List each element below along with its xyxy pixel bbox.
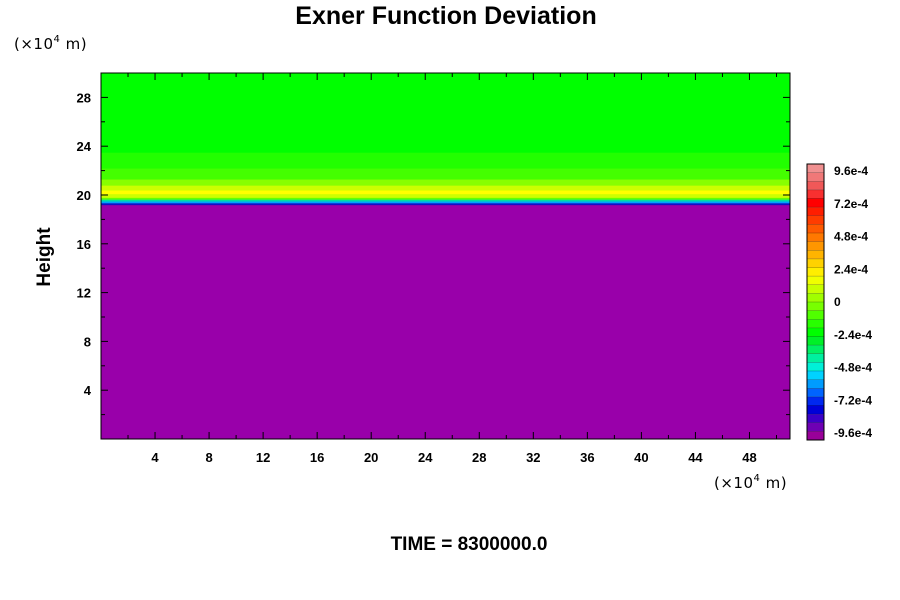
plot-frame	[100, 72, 791, 440]
colorbar-segment	[807, 241, 824, 251]
colorbar-segment	[807, 293, 824, 302]
colorbar-segment	[807, 336, 824, 346]
y-tick-label: 20	[77, 188, 91, 203]
colorbar-segment	[807, 396, 824, 406]
colorbar-segment	[807, 422, 824, 432]
x-axis: 4 8 12 16 20 24 28 32 36 40 44 48	[127, 73, 777, 465]
colorbar-tick-label: 0	[834, 295, 841, 309]
colorbar-segment	[807, 198, 824, 208]
colorbar-segment	[807, 371, 824, 380]
colorbar-segment	[807, 327, 824, 337]
y-axis-label: Height	[34, 227, 55, 287]
y-axis: 4 8 12 16 20 24 28	[77, 90, 790, 416]
y-tick-label: 24	[77, 139, 92, 154]
colorbar-segment	[807, 310, 824, 320]
y-tick-label: 16	[77, 237, 91, 252]
contour-band-7	[101, 185, 790, 191]
colorbar-segment	[807, 276, 824, 285]
x-tick-label: 44	[688, 450, 703, 465]
colorbar-segment	[807, 405, 824, 415]
contour-band-5	[101, 193, 790, 198]
y-tick-label: 12	[77, 286, 91, 301]
colorbar-segment	[807, 215, 824, 225]
y-tick-label: 4	[84, 383, 92, 398]
colorbar-tick-label: 2.4e-4	[834, 262, 868, 276]
contour-band-6	[101, 190, 790, 195]
colorbar-segment	[807, 353, 824, 363]
x-tick-label: 28	[472, 450, 486, 465]
colorbar-tick-label: -9.6e-4	[834, 426, 872, 440]
colorbar-tick-label: -2.4e-4	[834, 328, 872, 342]
colorbar-segment	[807, 224, 824, 233]
x-tick-label: 16	[310, 450, 324, 465]
colorbar-segment	[807, 207, 824, 216]
colorbar-segment	[807, 250, 824, 259]
colorbar-tick-label: 4.8e-4	[834, 230, 868, 244]
x-tick-label: 20	[364, 450, 378, 465]
y-tick-label: 8	[84, 334, 91, 349]
colorbar-segment	[807, 258, 824, 268]
colorbar-segment	[807, 431, 824, 440]
x-tick-label: 4	[151, 450, 159, 465]
x-tick-label: 24	[418, 450, 433, 465]
colorbar-tick-label: 7.2e-4	[834, 197, 868, 211]
contour-band-1	[101, 202, 790, 206]
colorbar-segment	[807, 233, 824, 242]
x-tick-label: 32	[526, 450, 540, 465]
colorbar-segment	[807, 164, 824, 173]
x-axis-unit: (×104 m)	[714, 473, 787, 492]
contour-band-11	[101, 73, 790, 153]
x-tick-label: 40	[634, 450, 648, 465]
x-tick-label: 12	[256, 450, 270, 465]
colorbar-segment	[807, 267, 824, 277]
colorbar-segment	[807, 388, 824, 397]
colorbar-segment	[807, 379, 824, 389]
colorbar-tick-label: -7.2e-4	[834, 393, 872, 407]
plot-area	[100, 72, 791, 440]
y-tick-label: 28	[77, 90, 91, 105]
contour-band-0	[101, 204, 790, 440]
colorbar-frame	[806, 163, 825, 441]
colorbar-segment	[807, 189, 824, 199]
colorbar: 9.6e-4 7.2e-4 4.8e-4 2.4e-4 0 -2.4e-4 -4.8e-4 -…	[806, 163, 872, 441]
colorbar-segment	[807, 319, 824, 328]
colorbar-segment	[807, 345, 824, 354]
colorbar-segment	[807, 284, 824, 294]
x-tick-label: 36	[580, 450, 594, 465]
x-tick-label: 48	[742, 450, 756, 465]
contour-band-8	[101, 179, 790, 186]
colorbar-segment	[807, 414, 824, 423]
colorbar-segment	[807, 302, 824, 311]
y-axis-unit: (×104 m)	[14, 34, 87, 53]
contour-band-2	[101, 201, 790, 204]
x-tick-label: 8	[205, 450, 212, 465]
colorbar-tick-label: -4.8e-4	[834, 361, 872, 375]
chart-title: Exner Function Deviation	[295, 2, 596, 30]
contour-band-3	[101, 199, 790, 202]
colorbar-segment	[807, 362, 824, 371]
colorbar-segment	[807, 172, 824, 182]
contour-band-4	[101, 197, 790, 200]
time-label: TIME = 8300000.0	[391, 534, 548, 555]
contour-band-10	[101, 152, 790, 169]
contour-band-9	[101, 168, 790, 180]
colorbar-tick-label: 9.6e-4	[834, 164, 868, 178]
colorbar-segment	[807, 181, 824, 190]
